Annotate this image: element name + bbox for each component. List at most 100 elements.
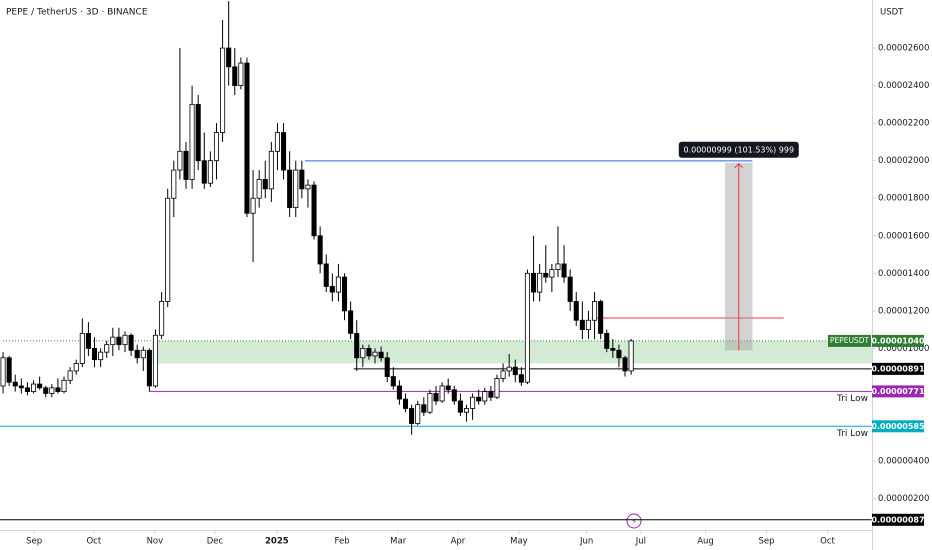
price-label-box: [872, 420, 924, 433]
price-label: 0.00001040: [871, 336, 925, 345]
candle-body: [506, 366, 512, 372]
candle-body: [555, 263, 561, 270]
candle-body: [61, 379, 67, 392]
x-tick-label: May: [510, 537, 528, 547]
candle-body: [409, 408, 415, 424]
candle-body: [335, 276, 341, 293]
candle-body: [476, 396, 482, 402]
candle-body: [372, 351, 378, 357]
price-label-box: [872, 385, 924, 398]
chart-title: PEPE / TetherUS · 3D · BINANCE: [6, 8, 148, 18]
candle-body: [360, 348, 366, 359]
candle-body: [628, 340, 634, 372]
candle-body: [171, 169, 177, 199]
candle-body: [585, 319, 591, 331]
candle-body: [317, 235, 323, 265]
candle-body: [445, 385, 451, 391]
x-tick-label: Feb: [335, 537, 350, 547]
x-tick-label: Mar: [390, 537, 407, 547]
x-tick-label: Jul: [635, 537, 646, 547]
x-tick-label: Sep: [758, 537, 774, 547]
candle-body: [378, 351, 384, 359]
candle-body: [31, 383, 37, 392]
candle-body: [274, 132, 280, 152]
candle-body: [177, 150, 183, 171]
candle-body: [354, 332, 360, 359]
candle-body: [213, 132, 220, 162]
x-tick-label: Oct: [820, 537, 835, 547]
candle-body: [122, 334, 128, 346]
candle-body: [598, 301, 604, 334]
candle-body: [299, 169, 305, 190]
y-tick-label: 0.00002200: [878, 119, 929, 129]
candle-body: [220, 47, 226, 133]
y-tick-label: 0.00001600: [878, 231, 929, 241]
candle-body: [543, 272, 549, 278]
candle-body: [146, 349, 152, 387]
candle-body: [104, 344, 110, 353]
x-tick-label: Sep: [26, 537, 42, 547]
y-tick-label: 0.00000400: [878, 457, 929, 467]
events-icon[interactable]: [626, 513, 642, 529]
candle-body: [305, 184, 311, 190]
y-tick-label: 0.00001800: [878, 194, 929, 204]
candle-body: [195, 103, 201, 162]
candle-body: [91, 348, 98, 361]
currency-label: USDT: [880, 8, 904, 18]
x-tick-label: Jun: [579, 537, 593, 547]
candle-body: [592, 301, 598, 321]
candle-body: [524, 272, 531, 383]
candle-body: [183, 150, 189, 180]
measure-label-box: [678, 141, 799, 158]
candle-body: [6, 357, 12, 383]
candle-body: [73, 363, 79, 372]
candle-body: [49, 387, 55, 394]
candle-body: [494, 378, 500, 398]
price-label-box: [872, 362, 924, 375]
candle-body: [226, 47, 232, 68]
candle-body: [567, 276, 573, 302]
candle-body: [0, 357, 6, 387]
events-icon-glyph: ⚡: [631, 517, 637, 526]
candle-body: [439, 385, 445, 402]
candle-body: [573, 301, 579, 321]
measure-arrowhead: [734, 163, 744, 169]
price-label: 0.00000585: [871, 422, 925, 431]
candle-body: [189, 103, 195, 180]
candle-body: [421, 404, 427, 413]
x-tick-label: Apr: [451, 537, 466, 547]
candle-body: [433, 393, 439, 402]
measure-label: 0.00000999 (101.53%) 999: [683, 145, 794, 154]
candle-body: [128, 334, 134, 351]
candle-body: [329, 286, 335, 293]
candle-body: [67, 370, 73, 381]
candle-body: [518, 374, 524, 383]
candle-body: [110, 336, 116, 346]
candle-body: [549, 269, 555, 278]
candle-body: [384, 357, 390, 377]
candle-body: [341, 276, 348, 312]
candle-body: [134, 349, 140, 359]
candle-body: [18, 385, 24, 389]
candle-body: [244, 62, 250, 214]
candle-body: [622, 357, 628, 372]
x-tick-label: Nov: [147, 537, 164, 547]
y-tick-label: 0.00002000: [878, 156, 929, 166]
line-name: Tri Low: [836, 429, 868, 439]
candle-body: [281, 132, 287, 171]
candle-body: [55, 387, 61, 392]
candle-body: [610, 348, 616, 351]
candle-body: [451, 389, 457, 402]
symbol-label: PEPEUSDT: [830, 336, 870, 345]
candle-body: [500, 370, 506, 379]
candle-body: [201, 160, 207, 184]
candle-body: [323, 263, 329, 287]
candle-body: [262, 179, 268, 190]
y-tick-label: 0.00002400: [878, 81, 929, 91]
candle-body: [390, 376, 396, 387]
y-tick-label: 0.00002600: [878, 44, 929, 54]
price-label-box: [872, 513, 924, 526]
candle-body: [463, 408, 470, 413]
